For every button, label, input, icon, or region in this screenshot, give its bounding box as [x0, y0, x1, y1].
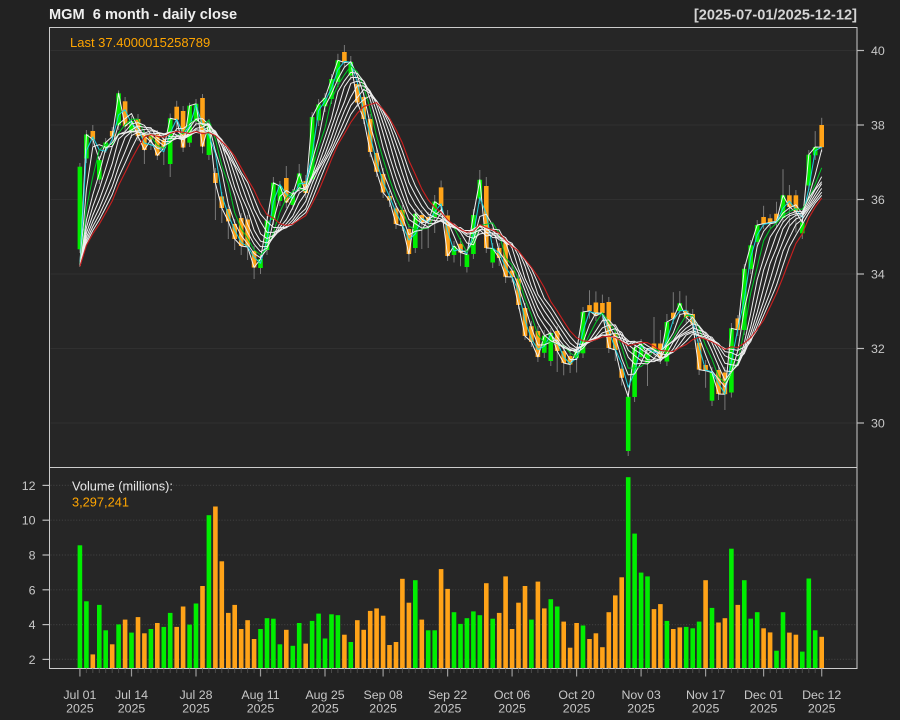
svg-text:2025: 2025 [182, 702, 210, 716]
svg-text:2025: 2025 [66, 702, 94, 716]
svg-text:10: 10 [22, 514, 36, 528]
svg-text:8: 8 [29, 549, 36, 563]
svg-text:Aug 11: Aug 11 [241, 688, 279, 702]
svg-text:[2025-07-01/2025-12-12]: [2025-07-01/2025-12-12] [694, 8, 857, 24]
svg-text:Volume (millions):: Volume (millions): [72, 479, 173, 494]
svg-text:12: 12 [22, 479, 36, 493]
svg-text:2025: 2025 [247, 702, 275, 716]
svg-text:40: 40 [871, 44, 885, 58]
svg-text:Sep 08: Sep 08 [363, 688, 402, 702]
svg-text:Last 37.4000015258789: Last 37.4000015258789 [70, 35, 210, 50]
svg-text:2025: 2025 [808, 702, 836, 716]
svg-text:4: 4 [29, 618, 36, 632]
svg-text:3,297,241: 3,297,241 [72, 495, 129, 510]
svg-text:Aug 25: Aug 25 [305, 688, 344, 702]
svg-text:Dec 12: Dec 12 [802, 688, 841, 702]
svg-text:36: 36 [871, 193, 885, 207]
svg-text:2025: 2025 [692, 702, 720, 716]
svg-text:2025: 2025 [498, 702, 526, 716]
svg-text:Jul 28: Jul 28 [179, 688, 212, 702]
svg-text:32: 32 [871, 342, 885, 356]
svg-text:Sep 22: Sep 22 [428, 688, 467, 702]
svg-text:2: 2 [29, 653, 36, 667]
svg-text:Nov 17: Nov 17 [686, 688, 725, 702]
svg-text:38: 38 [871, 119, 885, 133]
svg-text:Oct 06: Oct 06 [494, 688, 531, 702]
svg-text:2025: 2025 [118, 702, 146, 716]
svg-text:2025: 2025 [563, 702, 591, 716]
svg-text:MGM 6 month - daily close: MGM 6 month - daily close [49, 7, 237, 23]
svg-text:30: 30 [871, 417, 885, 431]
svg-text:Nov 03: Nov 03 [621, 688, 660, 702]
svg-text:2025: 2025 [311, 702, 339, 716]
svg-text:2025: 2025 [369, 702, 397, 716]
svg-text:Jul 14: Jul 14 [115, 688, 148, 702]
svg-text:2025: 2025 [434, 702, 462, 716]
svg-text:2025: 2025 [750, 702, 778, 716]
svg-text:34: 34 [871, 268, 885, 282]
svg-text:Jul 01: Jul 01 [63, 688, 96, 702]
svg-text:Dec 01: Dec 01 [744, 688, 783, 702]
svg-text:2025: 2025 [627, 702, 655, 716]
svg-text:6: 6 [29, 583, 36, 597]
svg-text:Oct 20: Oct 20 [558, 688, 595, 702]
